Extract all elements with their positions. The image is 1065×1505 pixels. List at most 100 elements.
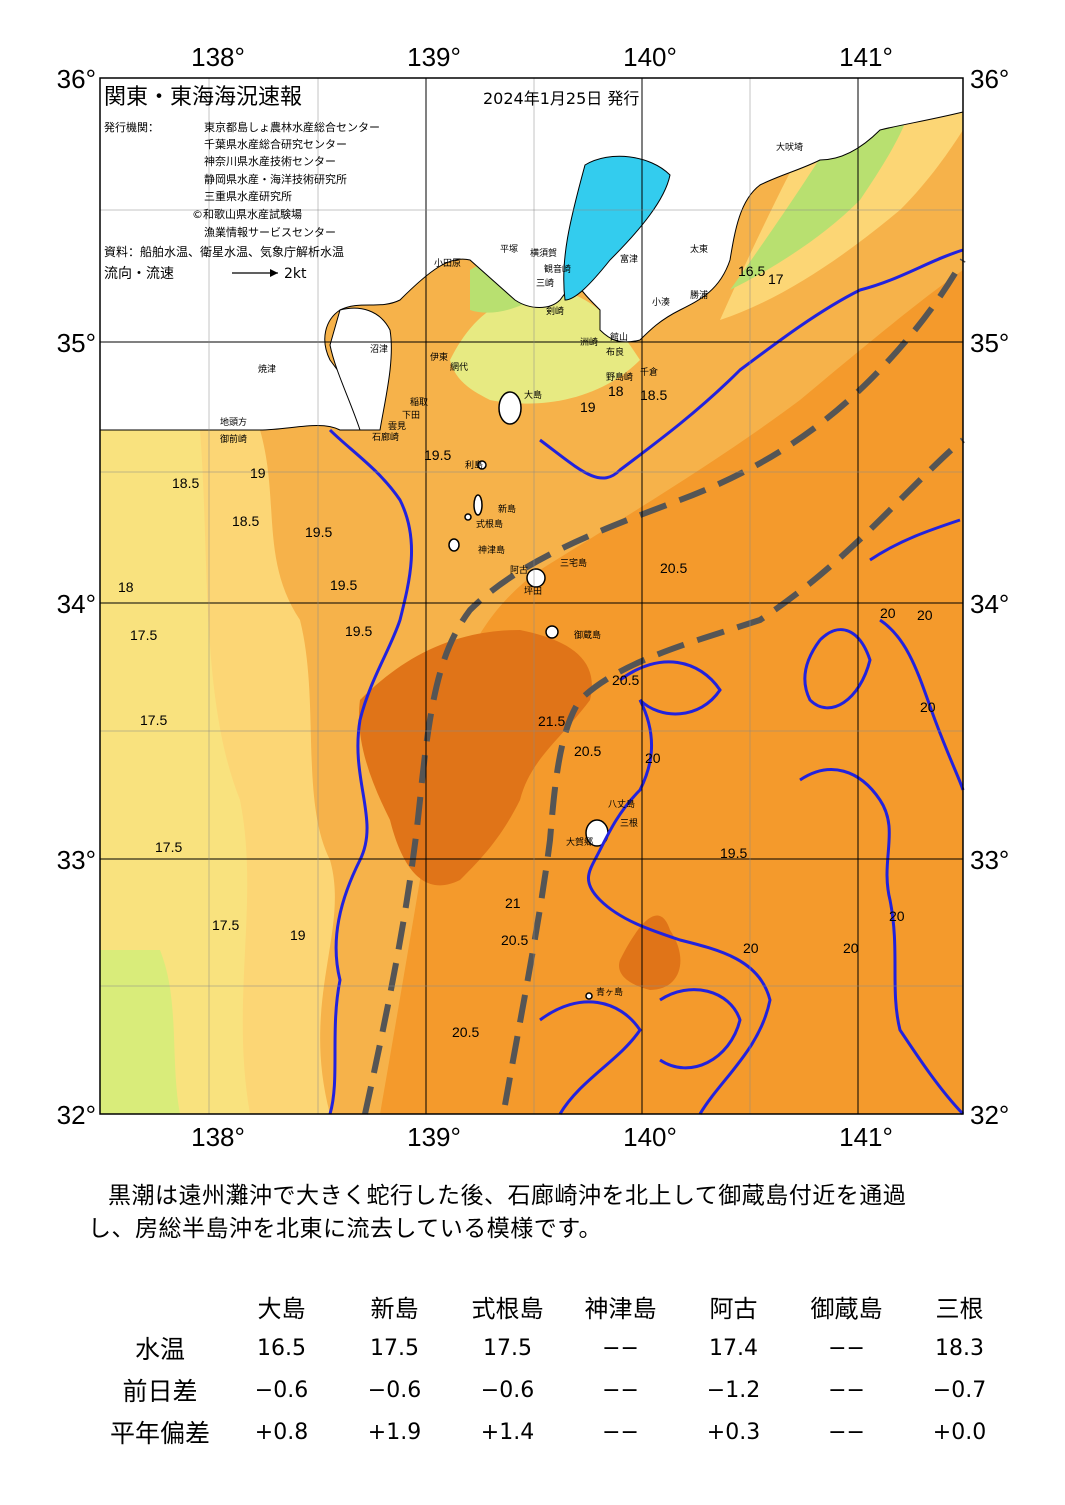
place-name: 小湊	[652, 296, 670, 308]
isotherm-label: 20	[645, 750, 661, 766]
table-cell: +0.8	[254, 1419, 309, 1445]
place-name: 洲崎	[580, 336, 598, 348]
table-cell: −−	[602, 1335, 639, 1361]
place-names: 大島 利島 新島 式根島 神津島 三宅島 御蔵島 八丈島 青ヶ島 三根 阿古 坪…	[220, 141, 803, 998]
lon-label: 139°	[407, 1122, 461, 1152]
place-name: 伊東	[430, 351, 448, 363]
place-name: 八丈島	[608, 798, 635, 810]
issue-date: 2024年1月25日 発行	[483, 89, 639, 108]
column-header: 御蔵島	[810, 1294, 883, 1323]
svg-text:20: 20	[843, 940, 859, 956]
column-header: 新島	[370, 1294, 419, 1323]
table-cell: −0.6	[254, 1377, 309, 1403]
place-name: 下田	[402, 410, 420, 421]
isotherm-label: 18.5	[172, 475, 199, 491]
place-name: 石廊崎	[372, 431, 399, 443]
table-row: 前日差 −0.6 −0.6 −0.6 −− −1.2 −− −0.7	[95, 1369, 1016, 1411]
observation-table: 大島 新島 式根島 神津島 阿古 御蔵島 三根 水温 16.5 17.5 17.…	[95, 1285, 1016, 1453]
svg-text:20: 20	[917, 607, 933, 623]
table-cell: 17.5	[370, 1335, 419, 1361]
column-header: 大島	[257, 1294, 306, 1323]
svg-text:18.5: 18.5	[232, 513, 259, 529]
kuroshio-axis	[362, 258, 966, 1115]
mikurajima-island	[545, 625, 559, 639]
lat-label: 36°	[970, 64, 1009, 94]
shikinejima-island	[464, 513, 472, 521]
toshima-island	[477, 460, 487, 470]
svg-text:20: 20	[743, 940, 759, 956]
isotherm-labels: 16.5 17 17.5 18 18.5 19 19.5 20 20.5 21 …	[118, 263, 936, 1040]
table-cell: −0.6	[367, 1377, 422, 1403]
place-name: 三宅島	[560, 557, 587, 569]
place-name: 地頭方	[220, 416, 247, 428]
lat-labels-left: 36° 35° 34° 33° 32°	[57, 64, 96, 1130]
issuer: 静岡県水産・海洋技術研究所	[204, 172, 347, 186]
place-name: 利島	[465, 459, 483, 471]
lat-label: 32°	[970, 1100, 1009, 1130]
place-name: 雲見	[388, 421, 406, 432]
lon-label: 139°	[407, 42, 461, 72]
lon-labels-bottom: 138° 139° 140° 141°	[191, 1122, 893, 1152]
flow-legend-scale: 2kt	[284, 266, 307, 282]
table-cell: +1.4	[480, 1419, 535, 1445]
place-name: 坪田	[524, 586, 542, 597]
issuer: 神奈川県水産技術センター	[204, 154, 336, 168]
aogashima-island	[585, 992, 593, 1000]
flow-legend-label: 流向・流速	[104, 266, 174, 282]
issuer: 東京都島しょ農林水産総合センター	[204, 120, 380, 134]
place-name: 千倉	[640, 366, 658, 378]
table-header-row: 大島 新島 式根島 神津島 阿古 御蔵島 三根	[95, 1285, 1016, 1327]
svg-text:17.5: 17.5	[140, 712, 167, 728]
issuer: 千葉県水産総合研究センター	[204, 137, 347, 151]
row-header: 前日差	[122, 1377, 198, 1406]
isotherm-label: 18	[118, 579, 134, 595]
place-name: 勝浦	[690, 289, 708, 301]
place-name: 式根島	[476, 518, 503, 530]
table-cell: −−	[602, 1419, 639, 1445]
table-cell: −−	[828, 1335, 865, 1361]
tokyo-bay	[563, 155, 671, 301]
summary-line: し、房総半島沖を北東に流去している模様です。	[88, 1216, 603, 1242]
place-name: 神津島	[478, 544, 505, 556]
svg-text:20.5: 20.5	[574, 743, 601, 759]
table-cell: 18.3	[935, 1335, 984, 1361]
place-name: 富津	[620, 253, 638, 265]
isotherm-20	[328, 248, 965, 1116]
minor-graticule	[100, 78, 963, 1114]
place-name: 新島	[498, 503, 516, 515]
svg-text:19.5: 19.5	[345, 623, 372, 639]
svg-text:19: 19	[580, 399, 596, 415]
lat-label: 33°	[970, 845, 1009, 875]
lat-label: 34°	[970, 589, 1009, 619]
place-name: 布良	[606, 346, 624, 358]
column-header: 神津島	[584, 1294, 657, 1323]
svg-text:19.5: 19.5	[330, 577, 357, 593]
map-title: 関東・東海海況速報	[104, 85, 302, 110]
svg-text:20: 20	[880, 605, 896, 621]
place-name: 平塚	[500, 244, 518, 255]
svg-text:19.5: 19.5	[424, 447, 451, 463]
svg-text:20.5: 20.5	[501, 932, 528, 948]
svg-text:20: 20	[889, 908, 905, 924]
lat-label: 36°	[57, 64, 96, 94]
place-name: 御前崎	[220, 433, 247, 445]
place-name: 小田原	[434, 258, 461, 269]
lat-label: 33°	[57, 845, 96, 875]
issuer: 三重県水産研究所	[204, 189, 292, 203]
data-source: 資料：船舶水温、衛星水温、気象庁解析水温	[104, 244, 344, 259]
row-header: 平年偏差	[109, 1419, 210, 1448]
svg-text:20.5: 20.5	[660, 560, 687, 576]
table-cell: −0.7	[932, 1377, 987, 1403]
kozushima-island	[448, 538, 460, 552]
row-header: 水温	[134, 1335, 185, 1364]
place-name: 青ヶ島	[596, 986, 623, 998]
column-header: 三根	[935, 1294, 984, 1323]
lat-label: 35°	[57, 328, 96, 358]
table-corner	[95, 1285, 225, 1327]
table-cell: −−	[828, 1419, 865, 1445]
svg-text:17.5: 17.5	[155, 839, 182, 855]
table-cell: +0.3	[706, 1419, 761, 1445]
isotherm-label: 21.5	[538, 713, 565, 729]
sea-temperature-map: 138° 139° 140° 141° 138° 139° 140° 141° …	[57, 42, 1010, 1152]
place-name: 太東	[690, 243, 708, 255]
